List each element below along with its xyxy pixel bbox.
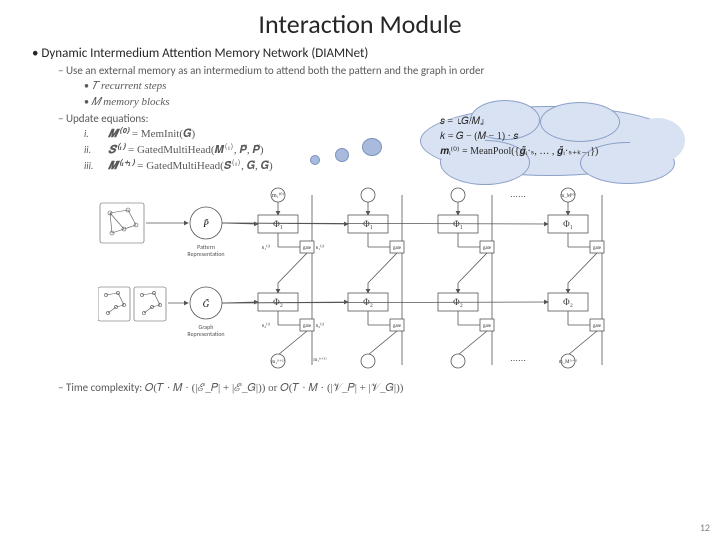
svg-text:Φ₂: Φ₂ — [363, 297, 373, 307]
page-number: 12 — [700, 521, 710, 534]
architecture-diagram: P̃ Pattern Representation G̃ Graph Repre… — [98, 185, 638, 375]
bullet-t-steps: 𝑇 recurrent steps — [84, 79, 692, 93]
svg-text:gate: gate — [483, 324, 492, 329]
svg-text:gate: gate — [393, 324, 402, 329]
svg-text:gate: gate — [303, 246, 312, 251]
g-tilde-label: G̃ — [203, 299, 210, 309]
svg-text:Φ₂: Φ₂ — [563, 297, 573, 307]
svg-text:m_M⁽ᵗ⁺¹⁾: m_M⁽ᵗ⁺¹⁾ — [559, 359, 577, 365]
svg-text:s₂⁽ᵗ⁾: s₂⁽ᵗ⁾ — [316, 322, 325, 329]
svg-text:gate: gate — [593, 246, 602, 251]
bullet-memory-desc: Use an external memory as an intermedium… — [58, 64, 692, 77]
svg-text:gate: gate — [303, 324, 312, 329]
svg-text:⋯⋯: ⋯⋯ — [510, 192, 526, 201]
svg-text:gate: gate — [393, 246, 402, 251]
svg-text:s₁⁽ᵗ⁾: s₁⁽ᵗ⁾ — [316, 244, 325, 251]
cloud-eq-m: 𝒎ᵢ⁽⁰⁾ = MeanPool({𝒈̃ᵢ·ₛ, … , 𝒈̃ᵢ·ₛ₊ₖ₋₁}) — [440, 144, 670, 159]
slide-title: Interaction Module — [28, 8, 692, 40]
thought-dot-2 — [335, 148, 349, 162]
svg-text:Φ₁: Φ₁ — [273, 219, 283, 229]
svg-text:m₁⁽⁰⁾: m₁⁽⁰⁾ — [272, 192, 285, 199]
svg-text:m₁⁽ᵗ⁺¹⁾: m₁⁽ᵗ⁺¹⁾ — [313, 357, 326, 363]
svg-text:gate: gate — [593, 324, 602, 329]
svg-text:s₂⁽ᵗ⁾: s₂⁽ᵗ⁾ — [262, 322, 271, 329]
svg-text:gate: gate — [483, 246, 492, 251]
thought-dot-3 — [362, 138, 382, 156]
svg-text:Φ₁: Φ₁ — [363, 219, 373, 229]
cloud-eq-s: 𝑠 = ⌊𝐺/𝑀⌋ — [440, 114, 670, 129]
svg-text:Φ₂: Φ₂ — [273, 297, 283, 307]
svg-text:m_M⁽⁰⁾: m_M⁽⁰⁾ — [560, 193, 575, 199]
cloud-eq-k: 𝑘 = 𝐺 − (𝑀 − 1) · 𝑠 — [440, 129, 670, 144]
svg-text:Representation: Representation — [187, 250, 224, 258]
bullet-diamnet: Dynamic Intermedium Attention Memory Net… — [32, 46, 692, 61]
svg-text:Representation: Representation — [187, 330, 224, 338]
time-complexity: Time complexity: 𝑂(𝑇 · 𝑀 · (|ℰ_𝑃| + |ℰ_𝐺… — [58, 381, 692, 395]
svg-text:Φ₁: Φ₁ — [563, 219, 573, 229]
cloud-annotation: 𝑠 = ⌊𝐺/𝑀⌋ 𝑘 = 𝐺 − (𝑀 − 1) · 𝑠 𝒎ᵢ⁽⁰⁾ = Me… — [380, 100, 690, 190]
svg-text:m₁⁽ᵗ⁺¹⁾: m₁⁽ᵗ⁺¹⁾ — [271, 359, 284, 365]
thought-dot-1 — [310, 155, 320, 165]
svg-text:⋯⋯: ⋯⋯ — [510, 356, 526, 365]
svg-text:s₁⁽ᵗ⁾: s₁⁽ᵗ⁾ — [262, 244, 271, 251]
p-tilde-label: P̃ — [202, 219, 209, 229]
